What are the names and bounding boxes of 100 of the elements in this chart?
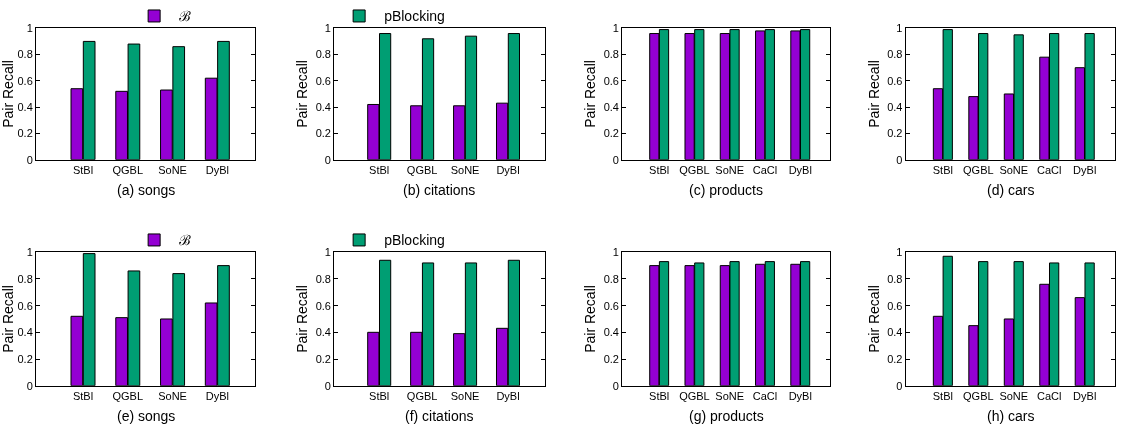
- legend-label: ℬ: [179, 8, 192, 25]
- x-tick-label: SoNE: [450, 389, 480, 402]
- y-tick-label: 0.2: [17, 127, 33, 140]
- y-tick-label: 0.6: [603, 74, 619, 87]
- y-tick-label: 1: [324, 246, 331, 259]
- y-tick-label: 1: [26, 246, 33, 259]
- x-tick-label: QGBL: [963, 163, 994, 176]
- x-tick-label: SoNE: [999, 389, 1029, 402]
- y-axis-title: Pair Recall: [294, 60, 311, 128]
- legend-label: pBlocking: [384, 232, 445, 249]
- x-tick-label: DyBl: [205, 163, 229, 176]
- y-axis-title: Pair Recall: [294, 285, 311, 353]
- x-tick-label: DyBl: [1073, 389, 1097, 402]
- y-tick-label: 0.6: [887, 299, 903, 312]
- y-tick-label: 0: [612, 379, 619, 392]
- y-tick-label: 0: [896, 379, 903, 392]
- y-tick-label: 0.8: [603, 272, 619, 285]
- x-tick-label: CaCl: [1037, 389, 1062, 402]
- x-tick-label: SoNE: [715, 389, 745, 402]
- y-tick-label: 0.8: [17, 272, 33, 285]
- y-tick-label: 0.2: [17, 352, 33, 365]
- y-tick-label: 0: [26, 153, 33, 166]
- x-tick-label: CaCl: [752, 163, 778, 176]
- x-tick-label: QGBL: [406, 389, 438, 402]
- y-tick-label: 1: [612, 246, 619, 259]
- y-axis-title: Pair Recall: [0, 285, 16, 353]
- text: (g) products: [689, 408, 764, 424]
- legend-label: pBlocking: [384, 8, 445, 25]
- x-tick-label: QGBL: [406, 163, 438, 176]
- x-tick-label: QGBL: [963, 389, 994, 402]
- text: (b) citations: [403, 182, 476, 198]
- x-tick-label: CaCl: [752, 389, 778, 402]
- y-axis-title: Pair Recall: [0, 60, 16, 128]
- y-tick-label: 0.8: [887, 272, 903, 285]
- text: (h) cars: [987, 408, 1035, 424]
- x-tick-label: DyBl: [788, 163, 812, 176]
- x-tick-label: DyBl: [496, 389, 520, 402]
- y-tick-label: 0.8: [315, 48, 331, 61]
- y-tick-label: 0.6: [17, 74, 33, 87]
- x-tick-label: StBl: [932, 163, 953, 176]
- y-tick-label: 0.4: [603, 100, 619, 113]
- y-tick-label: 0.6: [17, 299, 33, 312]
- x-tick-label: SoNE: [450, 163, 480, 176]
- text: (f) citations: [405, 408, 474, 424]
- y-tick-label: 0.6: [315, 74, 331, 87]
- y-tick-label: 1: [324, 22, 331, 35]
- x-tick-label: SoNE: [158, 163, 187, 176]
- y-axis-title: Pair Recall: [582, 285, 599, 353]
- x-tick-label: SoNE: [999, 163, 1029, 176]
- y-tick-label: 0.6: [603, 299, 619, 312]
- text: (c) products: [689, 182, 763, 198]
- y-tick-label: 1: [612, 22, 619, 35]
- y-tick-label: 1: [896, 22, 903, 35]
- y-tick-label: 0.6: [887, 74, 903, 87]
- text: (e) songs: [117, 408, 176, 424]
- y-tick-label: 0.8: [315, 272, 331, 285]
- text: (a) songs: [117, 182, 176, 198]
- y-tick-label: 0.8: [603, 48, 619, 61]
- x-tick-label: StBl: [649, 163, 670, 176]
- y-tick-label: 0.4: [603, 326, 619, 339]
- y-tick-label: 0.4: [887, 100, 903, 113]
- x-tick-label: StBl: [369, 163, 390, 176]
- x-tick-label: DyBl: [496, 163, 520, 176]
- x-tick-label: CaCl: [1037, 163, 1062, 176]
- legend-label: ℬ: [179, 232, 192, 249]
- x-tick-label: QGBL: [679, 163, 710, 176]
- y-tick-label: 0.2: [315, 352, 331, 365]
- x-tick-label: QGBL: [679, 389, 710, 402]
- y-axis-title: Pair Recall: [865, 285, 882, 353]
- y-tick-label: 0.4: [315, 100, 331, 113]
- y-axis-title: Pair Recall: [865, 60, 882, 128]
- x-tick-label: SoNE: [715, 163, 745, 176]
- y-tick-label: 0: [26, 379, 33, 392]
- x-tick-label: DyBl: [788, 389, 812, 402]
- x-tick-label: DyBl: [1073, 163, 1097, 176]
- y-tick-label: 0.4: [315, 326, 331, 339]
- y-tick-label: 0: [612, 153, 619, 166]
- y-tick-label: 0.4: [17, 100, 33, 113]
- y-tick-label: 0.6: [315, 299, 331, 312]
- y-tick-label: 0.2: [603, 127, 619, 140]
- x-tick-label: StBl: [369, 389, 390, 402]
- y-tick-label: 0.4: [887, 326, 903, 339]
- y-tick-label: 1: [896, 246, 903, 259]
- x-tick-label: StBl: [932, 389, 953, 402]
- x-tick-label: QGBL: [112, 389, 144, 402]
- x-tick-label: SoNE: [158, 389, 187, 402]
- x-tick-label: DyBl: [205, 389, 229, 402]
- x-tick-label: QGBL: [112, 163, 144, 176]
- y-tick-label: 0.2: [887, 352, 903, 365]
- y-tick-label: 0.2: [315, 127, 331, 140]
- y-tick-label: 0.2: [603, 352, 619, 365]
- y-tick-label: 0.4: [17, 326, 33, 339]
- x-tick-label: StBl: [72, 163, 94, 176]
- x-tick-label: StBl: [649, 389, 670, 402]
- y-tick-label: 0: [896, 153, 903, 166]
- x-tick-label: StBl: [72, 389, 94, 402]
- y-tick-label: 0: [324, 379, 331, 392]
- y-tick-label: 0: [324, 153, 331, 166]
- y-tick-label: 1: [26, 22, 33, 35]
- y-tick-label: 0.8: [17, 48, 33, 61]
